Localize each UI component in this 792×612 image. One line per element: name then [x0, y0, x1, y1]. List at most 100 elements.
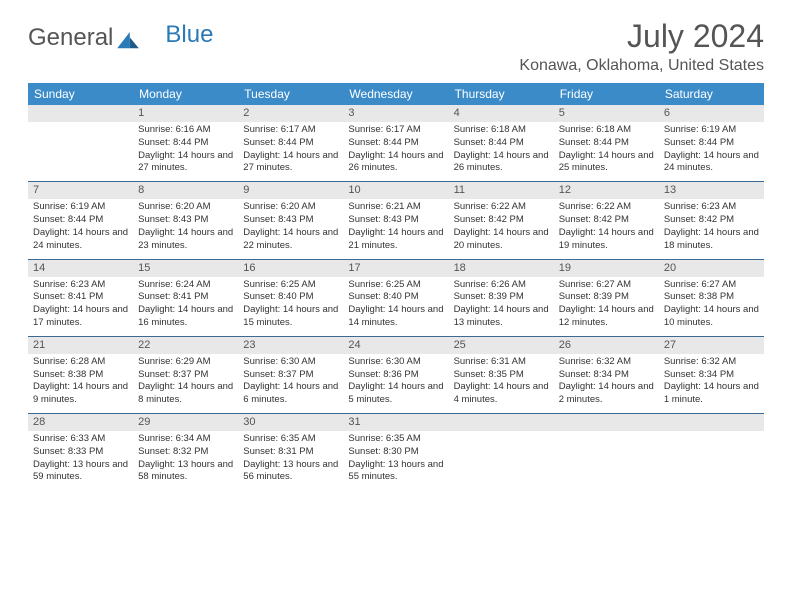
- day-number: 3: [343, 105, 448, 122]
- logo: General Blue: [28, 18, 213, 52]
- day-cell: Sunrise: 6:27 AMSunset: 8:38 PMDaylight:…: [659, 277, 764, 336]
- calendar-week: 78910111213Sunrise: 6:19 AMSunset: 8:44 …: [28, 181, 764, 258]
- daylight-text: Daylight: 14 hours and 14 minutes.: [348, 304, 443, 330]
- daylight-text: Daylight: 14 hours and 12 minutes.: [559, 304, 654, 330]
- sunrise-text: Sunrise: 6:27 AM: [559, 279, 654, 292]
- sunrise-text: Sunrise: 6:30 AM: [348, 356, 443, 369]
- daylight-text: Daylight: 14 hours and 16 minutes.: [138, 304, 233, 330]
- sunrise-text: Sunrise: 6:17 AM: [348, 124, 443, 137]
- day-number: 25: [449, 337, 554, 354]
- daylight-text: Daylight: 14 hours and 27 minutes.: [138, 150, 233, 176]
- day-number: 19: [554, 260, 659, 277]
- day-cell: Sunrise: 6:16 AMSunset: 8:44 PMDaylight:…: [133, 122, 238, 181]
- calendar-grid: Sunday Monday Tuesday Wednesday Thursday…: [28, 83, 764, 490]
- daynum-row: 28293031: [28, 414, 764, 431]
- sunrise-text: Sunrise: 6:26 AM: [454, 279, 549, 292]
- sunset-text: Sunset: 8:44 PM: [138, 137, 233, 150]
- day-number: 21: [28, 337, 133, 354]
- day-number: [449, 414, 554, 431]
- day-cell: Sunrise: 6:32 AMSunset: 8:34 PMDaylight:…: [659, 354, 764, 413]
- sunrise-text: Sunrise: 6:32 AM: [559, 356, 654, 369]
- sunset-text: Sunset: 8:39 PM: [454, 291, 549, 304]
- header: General Blue July 2024 Konawa, Oklahoma,…: [28, 18, 764, 75]
- day-cell: Sunrise: 6:31 AMSunset: 8:35 PMDaylight:…: [449, 354, 554, 413]
- day-number: 14: [28, 260, 133, 277]
- sunset-text: Sunset: 8:41 PM: [33, 291, 128, 304]
- day-number: 9: [238, 182, 343, 199]
- daynum-row: 21222324252627: [28, 337, 764, 354]
- day-number: 6: [659, 105, 764, 122]
- day-cell: Sunrise: 6:21 AMSunset: 8:43 PMDaylight:…: [343, 199, 448, 258]
- day-cell: Sunrise: 6:22 AMSunset: 8:42 PMDaylight:…: [449, 199, 554, 258]
- day-cell: Sunrise: 6:20 AMSunset: 8:43 PMDaylight:…: [133, 199, 238, 258]
- day-cell: Sunrise: 6:17 AMSunset: 8:44 PMDaylight:…: [238, 122, 343, 181]
- day-number: 26: [554, 337, 659, 354]
- calendar-week: 28293031 Sunrise: 6:33 AMSunset: 8:33 PM D…: [28, 413, 764, 490]
- day-cell: Sunrise: 6:29 AMSunset: 8:37 PMDaylight:…: [133, 354, 238, 413]
- sunset-text: Sunset: 8:40 PM: [243, 291, 338, 304]
- sunset-text: Sunset: 8:44 PM: [559, 137, 654, 150]
- daylight-text: Daylight: 14 hours and 23 minutes.: [138, 227, 233, 253]
- sunrise-text: Sunrise: 6:29 AM: [138, 356, 233, 369]
- day-cell: Sunrise: 6:24 AMSunset: 8:41 PMDaylight:…: [133, 277, 238, 336]
- day-details-row: Sunrise: 6:19 AMSunset: 8:44 PMDaylight:…: [28, 199, 764, 258]
- daylight-text: Daylight: 14 hours and 15 minutes.: [243, 304, 338, 330]
- day-details-row: Sunrise: 6:28 AMSunset: 8:38 PMDaylight:…: [28, 354, 764, 413]
- logo-text-a: General: [28, 24, 113, 52]
- sunrise-text: Sunrise: 6:22 AM: [559, 201, 654, 214]
- weeks-container: 123456Sunrise: 6:16 AMSunset: 8:44 PMDay…: [28, 105, 764, 490]
- logo-text-b: Blue: [139, 21, 213, 49]
- weekday-header: Tuesday: [238, 83, 343, 105]
- sunrise-text: Sunrise: 6:27 AM: [664, 279, 759, 292]
- daylight-text: Daylight: 14 hours and 21 minutes.: [348, 227, 443, 253]
- sunset-text: Sunset: 8:33 PM: [33, 446, 128, 459]
- daylight-text: Daylight: 13 hours and 55 minutes.: [348, 459, 443, 485]
- sunrise-text: Sunrise: 6:19 AM: [33, 201, 128, 214]
- sunset-text: Sunset: 8:43 PM: [348, 214, 443, 227]
- daylight-text: Daylight: 14 hours and 9 minutes.: [33, 381, 128, 407]
- calendar-week: 21222324252627Sunrise: 6:28 AMSunset: 8:…: [28, 336, 764, 413]
- day-cell: Sunrise: 6:19 AMSunset: 8:44 PMDaylight:…: [659, 122, 764, 181]
- day-number: 31: [343, 414, 448, 431]
- daylight-text: Daylight: 14 hours and 4 minutes.: [454, 381, 549, 407]
- sunrise-text: Sunrise: 6:31 AM: [454, 356, 549, 369]
- day-details-row: Sunrise: 6:16 AMSunset: 8:44 PMDaylight:…: [28, 122, 764, 181]
- daylight-text: Daylight: 14 hours and 19 minutes.: [559, 227, 654, 253]
- daylight-text: Daylight: 13 hours and 58 minutes.: [138, 459, 233, 485]
- day-cell: Sunrise: 6:27 AMSunset: 8:39 PMDaylight:…: [554, 277, 659, 336]
- day-number: 11: [449, 182, 554, 199]
- daylight-text: Daylight: 14 hours and 22 minutes.: [243, 227, 338, 253]
- day-cell: Sunrise: 6:23 AMSunset: 8:42 PMDaylight:…: [659, 199, 764, 258]
- sunset-text: Sunset: 8:34 PM: [559, 369, 654, 382]
- calendar-week: 14151617181920Sunrise: 6:23 AMSunset: 8:…: [28, 259, 764, 336]
- daylight-text: Daylight: 13 hours and 56 minutes.: [243, 459, 338, 485]
- day-number: 10: [343, 182, 448, 199]
- sunrise-text: Sunrise: 6:33 AM: [33, 433, 128, 446]
- sunset-text: Sunset: 8:35 PM: [454, 369, 549, 382]
- sunset-text: Sunset: 8:39 PM: [559, 291, 654, 304]
- day-cell: Sunrise: 6:30 AMSunset: 8:36 PMDaylight:…: [343, 354, 448, 413]
- day-number: [659, 414, 764, 431]
- day-number: 29: [133, 414, 238, 431]
- day-number: 12: [554, 182, 659, 199]
- day-cell: Sunrise: 6:22 AMSunset: 8:42 PMDaylight:…: [554, 199, 659, 258]
- daynum-row: 123456: [28, 105, 764, 122]
- sunrise-text: Sunrise: 6:35 AM: [243, 433, 338, 446]
- day-cell: Sunrise: 6:18 AMSunset: 8:44 PMDaylight:…: [554, 122, 659, 181]
- sunset-text: Sunset: 8:30 PM: [348, 446, 443, 459]
- day-number: 7: [28, 182, 133, 199]
- sunset-text: Sunset: 8:42 PM: [559, 214, 654, 227]
- day-cell: Sunrise: 6:19 AMSunset: 8:44 PMDaylight:…: [28, 199, 133, 258]
- logo-mark-icon: [117, 29, 139, 47]
- daylight-text: Daylight: 14 hours and 10 minutes.: [664, 304, 759, 330]
- day-cell: Sunrise: 6:20 AMSunset: 8:43 PMDaylight:…: [238, 199, 343, 258]
- sunset-text: Sunset: 8:36 PM: [348, 369, 443, 382]
- sunset-text: Sunset: 8:41 PM: [138, 291, 233, 304]
- sunrise-text: Sunrise: 6:34 AM: [138, 433, 233, 446]
- daylight-text: Daylight: 14 hours and 25 minutes.: [559, 150, 654, 176]
- title-block: July 2024 Konawa, Oklahoma, United State…: [519, 18, 764, 75]
- sunrise-text: Sunrise: 6:18 AM: [559, 124, 654, 137]
- day-number: 24: [343, 337, 448, 354]
- sunset-text: Sunset: 8:32 PM: [138, 446, 233, 459]
- daylight-text: Daylight: 14 hours and 26 minutes.: [454, 150, 549, 176]
